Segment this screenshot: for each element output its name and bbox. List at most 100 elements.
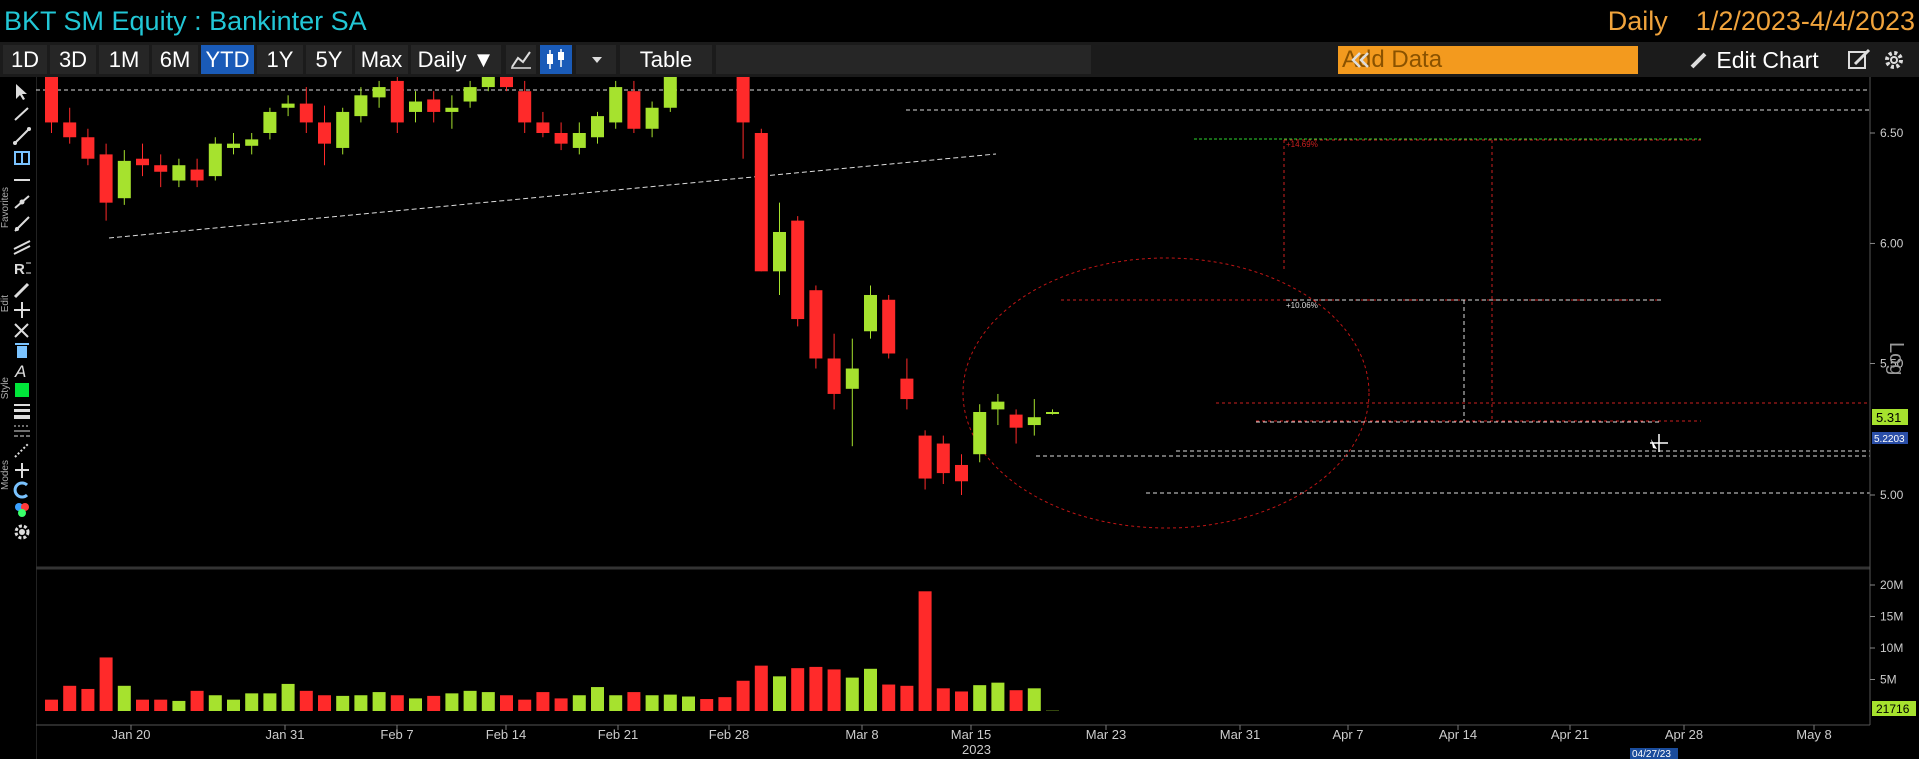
magnet-icon[interactable] [12, 481, 32, 499]
volume-bar[interactable] [518, 699, 532, 711]
edit-layout-icon[interactable] [1845, 46, 1873, 74]
volume-bar[interactable] [154, 699, 168, 711]
volume-bar[interactable] [318, 695, 331, 711]
candle-body[interactable] [627, 91, 641, 129]
volume-bar[interactable] [718, 697, 732, 711]
erase-icon[interactable] [12, 321, 32, 339]
volume-bar[interactable] [263, 693, 277, 711]
draw-line-icon[interactable] [12, 105, 32, 123]
volume-bar[interactable] [463, 690, 477, 711]
range-5y-button[interactable]: 5Y [306, 45, 352, 74]
candle-body[interactable] [991, 401, 1005, 410]
volume-bar[interactable] [208, 695, 222, 711]
volume-bar[interactable] [791, 668, 805, 711]
edit-chart-button[interactable]: Edit Chart [1688, 45, 1819, 75]
candle-body[interactable] [299, 103, 313, 123]
candle-body[interactable] [445, 107, 459, 112]
candle-body[interactable] [536, 122, 550, 133]
color-swatch-icon[interactable] [12, 381, 32, 399]
candle-body[interactable] [609, 87, 623, 123]
candle-body[interactable] [481, 77, 495, 88]
trend-icon[interactable] [12, 127, 32, 145]
price-chart[interactable]: +14.69% +10.06% Jan 20 Jan 31 Feb 7 Feb 14 F… [36, 77, 1919, 759]
retracement-icon[interactable]: R [12, 259, 32, 277]
volume-bar[interactable] [45, 699, 58, 711]
crosshair-mode-icon[interactable] [12, 461, 32, 479]
range-max-button[interactable]: Max [355, 45, 408, 74]
candle-body[interactable] [409, 101, 422, 112]
volume-bar[interactable] [736, 680, 750, 711]
candle-body[interactable] [591, 116, 604, 138]
channel-icon[interactable] [12, 193, 32, 211]
candle-body[interactable] [208, 143, 222, 177]
candle-body[interactable] [1009, 414, 1023, 428]
candle-body[interactable] [973, 412, 987, 455]
tool-settings-gear-icon[interactable] [12, 523, 32, 541]
candle-body[interactable] [318, 122, 331, 144]
candle-body[interactable] [172, 165, 186, 181]
volume-bar[interactable] [991, 682, 1005, 711]
candle-body[interactable] [463, 87, 477, 102]
volume-bar[interactable] [882, 684, 896, 711]
table-button[interactable]: Table [620, 45, 712, 74]
candle-body[interactable] [1027, 417, 1041, 426]
volume-bar[interactable] [500, 695, 513, 711]
candle-body[interactable] [918, 435, 932, 479]
volume-bar[interactable] [845, 677, 859, 711]
candle-body[interactable] [354, 95, 368, 117]
volume-bar[interactable] [281, 683, 295, 711]
volume-bar[interactable] [682, 696, 695, 711]
chart-type-dropdown-icon[interactable] [576, 45, 616, 74]
candle-body[interactable] [554, 133, 568, 144]
range-3d-button[interactable]: 3D [50, 45, 96, 74]
text-tool-icon[interactable]: A [12, 361, 32, 379]
volume-bar[interactable] [536, 692, 550, 711]
volume-bar[interactable] [372, 692, 386, 711]
ray-icon[interactable] [12, 215, 32, 233]
range-1y-button[interactable]: 1Y [257, 45, 303, 74]
volume-bar[interactable] [427, 695, 441, 711]
candle-body[interactable] [81, 137, 95, 159]
candle-body[interactable] [955, 464, 968, 482]
parallel-lines-icon[interactable] [12, 237, 32, 255]
candle-body[interactable] [882, 299, 896, 354]
candle-body[interactable] [99, 154, 113, 203]
candle-body[interactable] [45, 77, 58, 123]
volume-bar[interactable] [809, 666, 823, 711]
candle-body[interactable] [136, 158, 149, 166]
candle-body[interactable] [663, 77, 677, 108]
date-range[interactable]: 1/2/2023-4/4/2023 [1695, 6, 1915, 36]
volume-bar[interactable] [627, 692, 641, 711]
candle-body[interactable] [864, 294, 877, 332]
candle-body[interactable] [1046, 412, 1059, 415]
volume-bar[interactable] [299, 690, 313, 711]
horizontal-line-icon[interactable] [12, 171, 32, 189]
candle-body[interactable] [500, 77, 513, 88]
volume-bar[interactable] [190, 690, 204, 711]
candle-body[interactable] [117, 160, 131, 199]
range-ytd-button[interactable]: YTD [201, 45, 254, 74]
range-1d-button[interactable]: 1D [3, 45, 47, 74]
volume-bar[interactable] [554, 698, 568, 711]
palette-icon[interactable] [12, 501, 32, 519]
volume-bar[interactable] [773, 676, 786, 711]
volume-bar[interactable] [445, 693, 459, 711]
collapse-icon[interactable] [1344, 45, 1374, 75]
volume-bar[interactable] [245, 693, 259, 711]
line-chart-icon[interactable] [506, 45, 536, 74]
fibonacci-icon[interactable] [12, 149, 32, 167]
candle-body[interactable] [336, 111, 350, 148]
candle-body[interactable] [572, 133, 586, 148]
candle-body[interactable] [736, 77, 750, 123]
volume-bar[interactable] [754, 665, 768, 711]
pen-icon[interactable] [12, 281, 32, 299]
volume-bar[interactable] [172, 700, 186, 711]
volume-bar[interactable] [354, 695, 368, 711]
volume-bar[interactable] [864, 668, 877, 711]
candle-body[interactable] [227, 143, 240, 148]
candle-body[interactable] [190, 169, 204, 181]
volume-bar[interactable] [409, 698, 422, 711]
volume-bar[interactable] [663, 694, 677, 711]
volume-bar[interactable] [227, 699, 240, 711]
candle-body[interactable] [900, 378, 914, 400]
